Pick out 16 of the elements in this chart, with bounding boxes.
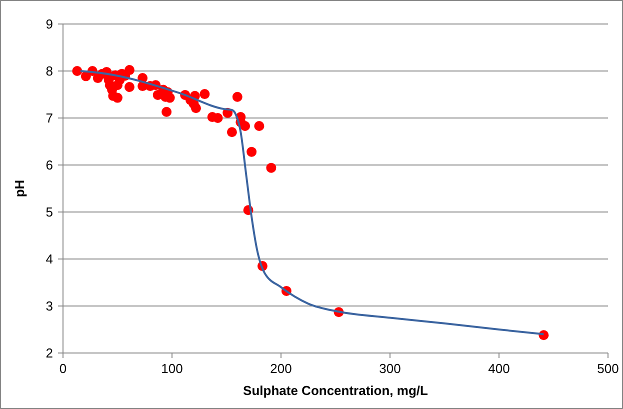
y-tick-label: 9 <box>46 16 53 32</box>
y-tick-label: 5 <box>46 204 53 220</box>
x-tick-label: 500 <box>597 361 619 376</box>
y-tick-label: 6 <box>46 158 53 173</box>
y-axis-title: pH <box>12 180 27 198</box>
x-tick-label: 400 <box>488 361 510 376</box>
y-tick-label: 4 <box>46 252 53 267</box>
y-tick-label: 3 <box>46 298 53 314</box>
y-tick-label: 8 <box>46 64 53 79</box>
y-tick-label: 7 <box>46 110 53 126</box>
x-tick-label: 0 <box>59 361 67 376</box>
x-tick-label: 300 <box>379 361 401 376</box>
x-tick-label: 200 <box>270 361 292 376</box>
y-tick-label: 2 <box>46 346 53 361</box>
x-axis-title: Sulphate Concentration, mg/L <box>243 383 428 398</box>
x-tick-label: 100 <box>161 361 183 376</box>
